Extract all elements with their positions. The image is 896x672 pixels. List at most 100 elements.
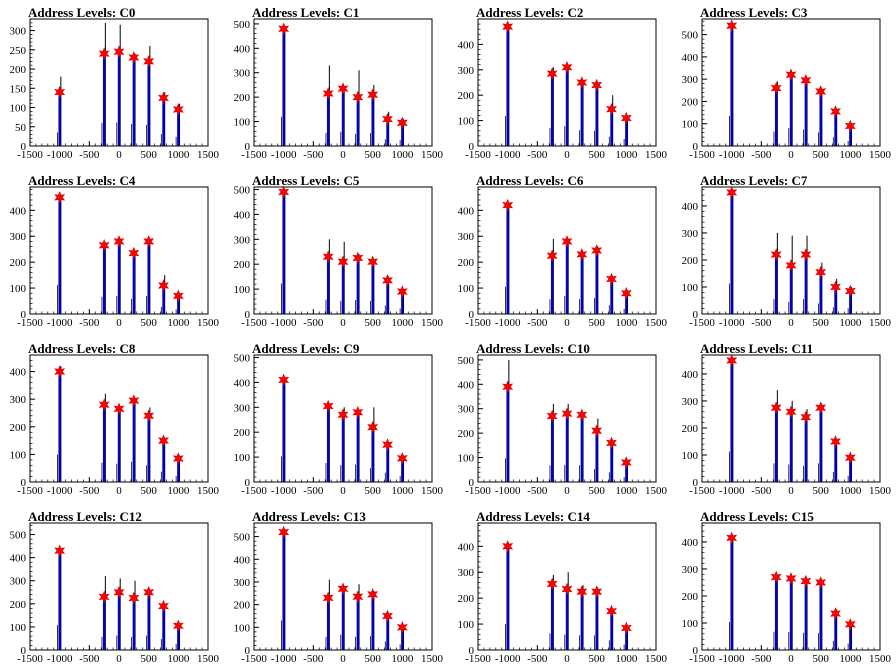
y-tick-label: 200 xyxy=(682,96,699,108)
chart-plot: 0 100 200 300 400 -1500 -1000 -500 0 500 1000 1500 xyxy=(682,354,892,497)
y-tick-label: 100 xyxy=(458,619,475,631)
x-tick-label: -1000 xyxy=(719,653,745,665)
level-bar xyxy=(565,67,569,146)
y-tick-label: 200 xyxy=(10,599,27,611)
level-bar xyxy=(849,291,852,314)
x-tick-label: 0 xyxy=(340,317,346,329)
x-tick-label: -500 xyxy=(303,653,324,665)
chart-title: Address Levels: C12 xyxy=(28,509,142,524)
level-marker xyxy=(98,398,110,412)
y-tick-label: 150 xyxy=(10,83,27,95)
level-bar xyxy=(371,261,374,314)
level-bar xyxy=(789,578,793,650)
x-tick-label: 1000 xyxy=(167,317,190,329)
y-tick-label: 200 xyxy=(10,422,27,434)
level-bar xyxy=(550,416,554,482)
level-bar xyxy=(610,611,613,650)
chart-panel: Address Levels: C6 0 100 200 300 400 -1500 -100… xyxy=(448,168,672,336)
chart-panel: Address Levels: C15 0 100 200 300 400 -1500 -10… xyxy=(672,504,896,672)
x-tick-label: -1500 xyxy=(17,149,43,161)
x-tick-label: -1000 xyxy=(495,485,521,497)
x-tick-label: 1000 xyxy=(391,317,414,329)
level-marker xyxy=(591,78,603,92)
level-marker xyxy=(606,436,617,450)
level-bar xyxy=(177,625,180,650)
level-bar xyxy=(834,441,837,482)
chart-plot: 0 100 200 300 400 500 -1500 -1000 -500 0 500 1000 15… xyxy=(234,18,444,161)
y-tick-label: 200 xyxy=(10,257,27,269)
level-bar xyxy=(730,192,733,314)
chart-plot: 0 100 200 300 400 -1500 -1000 -500 0 500 1000 1500 xyxy=(458,522,668,665)
level-marker xyxy=(770,570,782,584)
x-tick-label: 1500 xyxy=(645,653,668,665)
level-marker xyxy=(785,572,797,585)
x-tick-label: -1500 xyxy=(17,317,43,329)
level-bar xyxy=(401,627,404,650)
y-tick-label: 100 xyxy=(10,449,27,461)
level-marker xyxy=(561,582,573,596)
x-tick-label: 0 xyxy=(116,149,122,161)
level-marker xyxy=(367,420,379,434)
x-tick-label: 0 xyxy=(340,149,346,161)
chart-plot: 0 100 200 300 400 -1500 -1000 -500 0 500 1000 1500 xyxy=(682,522,892,665)
chart-panel: Address Levels: C5 0 100 200 300 400 500 -1500-… xyxy=(224,168,448,336)
level-bar xyxy=(132,598,136,650)
level-bar xyxy=(401,122,404,146)
level-marker xyxy=(606,102,617,116)
y-tick-label: 100 xyxy=(234,284,251,296)
chart-panel: Address Levels: C3 0 100 200 300 400 500 -1500-… xyxy=(672,0,896,168)
level-bar xyxy=(849,624,852,650)
x-tick-label: 500 xyxy=(588,653,605,665)
chart-panel: Address Levels: C8 0 100 200 300 400 -1500 -100… xyxy=(0,336,224,504)
x-tick-label: -1500 xyxy=(241,653,267,665)
level-marker xyxy=(54,544,66,558)
level-marker xyxy=(800,410,812,424)
level-bar xyxy=(595,85,598,146)
level-bar xyxy=(565,241,569,314)
y-tick-label: 0 xyxy=(21,309,27,321)
chart-plot: 0 100 200 300 400 500 -1500 -1000 -500 0 500 1000 15… xyxy=(234,184,444,329)
chart-panel: Address Levels: C2 0 100 200 300 400 -1500 -100… xyxy=(448,0,672,168)
level-marker xyxy=(396,116,408,130)
level-bar xyxy=(506,546,509,650)
x-tick-label: 0 xyxy=(788,149,794,161)
level-marker xyxy=(172,452,184,465)
level-marker xyxy=(620,111,632,125)
y-tick-label: 0 xyxy=(245,477,251,489)
x-tick-label: 1000 xyxy=(391,149,414,161)
level-bar xyxy=(506,386,509,482)
level-bar xyxy=(625,118,628,146)
level-bar xyxy=(834,111,837,146)
level-bar xyxy=(834,613,837,650)
level-bar xyxy=(282,532,285,650)
level-marker xyxy=(337,582,349,596)
level-bar xyxy=(565,413,569,482)
x-tick-label: 500 xyxy=(588,149,605,161)
chart-panel: Address Levels: C10 0 100 200 300 400 500 -1500… xyxy=(448,336,672,504)
level-bar xyxy=(789,74,793,146)
chart-plot: 0 100 200 300 400 -1500 -1000 -500 0 500 1000 1500 xyxy=(10,186,220,329)
level-bar xyxy=(177,295,180,314)
x-tick-label: -500 xyxy=(303,485,324,497)
x-tick-label: 500 xyxy=(364,317,381,329)
chart-title: Address Levels: C14 xyxy=(476,509,590,524)
level-marker xyxy=(726,531,738,545)
level-marker xyxy=(844,119,856,133)
level-bar xyxy=(774,254,778,314)
x-tick-label: 500 xyxy=(364,149,381,161)
level-marker xyxy=(844,618,856,631)
level-marker xyxy=(128,591,140,605)
chart-title: Address Levels: C0 xyxy=(28,5,136,20)
y-tick-label: 50 xyxy=(15,122,27,134)
y-tick-label: 500 xyxy=(234,352,251,364)
x-tick-label: 0 xyxy=(116,485,122,497)
level-bar xyxy=(58,371,61,482)
level-bar xyxy=(595,250,598,314)
level-bar xyxy=(341,88,345,146)
level-marker xyxy=(322,399,334,413)
chart-panel: Address Levels: C7 0 100 200 300 400 -1500 -100… xyxy=(672,168,896,336)
x-tick-label: 1000 xyxy=(615,317,638,329)
y-tick-label: 300 xyxy=(234,402,251,414)
level-bar xyxy=(58,550,61,650)
level-bar xyxy=(401,291,404,314)
